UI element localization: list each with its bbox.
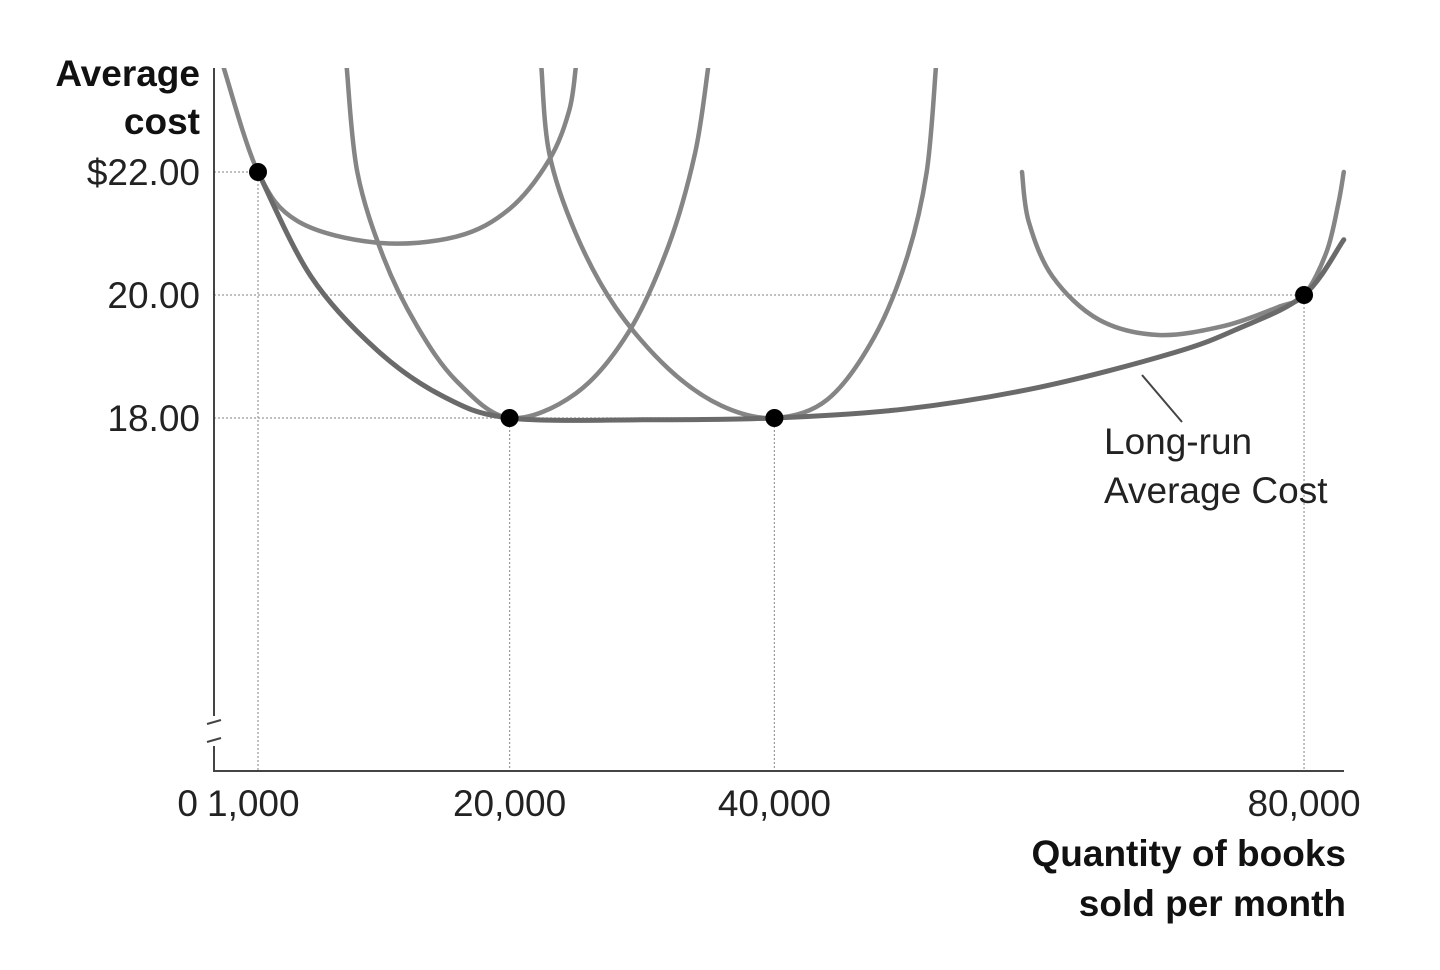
y-axis-title-line-1: Average bbox=[55, 53, 200, 94]
x-tick-label: 80,000 bbox=[1247, 783, 1360, 824]
long-run-annotation-leader bbox=[1141, 374, 1183, 423]
y-tick-label: $22.00 bbox=[87, 152, 200, 193]
highlighted-point bbox=[1295, 286, 1314, 304]
highlighted-point bbox=[765, 409, 784, 427]
x-tick-labels: 0 1,000 20,000 40,000 80,000 bbox=[177, 783, 1360, 824]
x-tick-label: 1,000 bbox=[207, 783, 300, 824]
x-tick-label: 20,000 bbox=[453, 783, 566, 824]
axis-break bbox=[206, 719, 222, 743]
long-run-annotation-line-2: Average Cost bbox=[1104, 470, 1328, 511]
y-axis-title-line-2: cost bbox=[124, 101, 200, 142]
highlighted-point bbox=[500, 409, 519, 427]
cost-curves bbox=[221, 68, 1347, 423]
y-tick-label: 20.00 bbox=[107, 275, 200, 316]
highlighted-points bbox=[249, 163, 1314, 427]
x-axis-title-line-2: sold per month bbox=[1079, 883, 1346, 924]
short-run-average-cost-curve bbox=[539, 68, 939, 421]
y-tick-labels: $22.00 20.00 18.00 bbox=[87, 152, 200, 439]
highlighted-point bbox=[249, 163, 268, 181]
y-tick-label: 18.00 bbox=[107, 398, 200, 439]
short-run-average-cost-curve bbox=[221, 68, 579, 246]
long-run-average-cost-curve bbox=[255, 169, 1347, 423]
short-run-average-cost-curve bbox=[1019, 169, 1347, 338]
x-tick-label: 40,000 bbox=[718, 783, 831, 824]
long-run-annotation-line-1: Long-run bbox=[1104, 421, 1252, 462]
x-tick-label: 0 bbox=[177, 783, 198, 824]
x-axis-title-line-1: Quantity of books bbox=[1032, 833, 1347, 874]
